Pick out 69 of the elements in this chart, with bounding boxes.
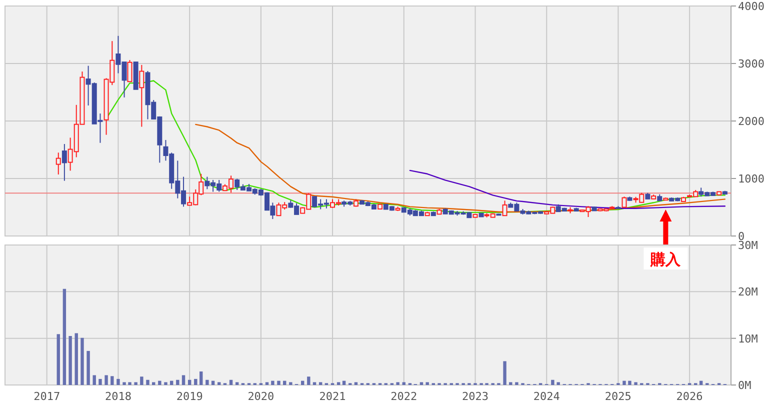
bar (116, 378, 120, 385)
bar (318, 382, 322, 385)
bar (56, 334, 60, 385)
bar (206, 380, 209, 385)
y-tick-label: 3000 (738, 58, 764, 70)
bar (74, 333, 78, 385)
bar (194, 378, 198, 385)
x-tick-label: 2023 (462, 390, 488, 403)
bar (420, 382, 424, 385)
x-tick-label: 2018 (104, 390, 132, 403)
bar (426, 382, 429, 385)
bar (312, 382, 316, 385)
bar (218, 382, 221, 385)
y-tick-label: 30M (738, 239, 758, 252)
x-tick-label: 2021 (319, 390, 346, 403)
bar (235, 382, 239, 385)
bar (158, 380, 162, 385)
bar (122, 382, 126, 385)
bar (551, 380, 554, 385)
bar (128, 382, 132, 385)
bar (634, 382, 638, 385)
bar (86, 350, 90, 385)
bar (200, 371, 203, 385)
bar (229, 380, 233, 385)
bar (509, 382, 512, 385)
y-tick-label: 0M (738, 379, 752, 392)
bar (182, 375, 186, 385)
bar (336, 382, 340, 385)
y-tick-label: 2000 (738, 115, 764, 128)
bar (503, 361, 506, 385)
y-tick-label: 1000 (738, 172, 764, 186)
line-series (409, 170, 726, 209)
bar (396, 382, 400, 385)
bar (110, 376, 114, 385)
x-tick-label: 2017 (34, 390, 60, 403)
bar (140, 376, 144, 385)
bar (556, 382, 560, 385)
y-tick-label: 10M (738, 332, 758, 346)
bar (628, 380, 632, 385)
bar (164, 382, 168, 385)
bar (289, 382, 292, 385)
bar (146, 380, 150, 385)
bar (176, 380, 180, 385)
bar (622, 380, 626, 385)
bar (68, 336, 72, 385)
bar (307, 376, 310, 385)
bar (402, 382, 406, 385)
bar (134, 382, 138, 385)
x-tick-label: 2026 (676, 390, 703, 403)
bar (80, 338, 84, 385)
bar (354, 382, 358, 385)
bar (92, 375, 96, 385)
bar (515, 382, 518, 385)
bar (152, 382, 156, 385)
x-tick-label: 2020 (248, 390, 274, 403)
bar (104, 375, 108, 385)
bar (62, 288, 66, 385)
x-tick-label: 2024 (533, 390, 560, 403)
y-tick-label: 4000 (738, 0, 764, 13)
x-tick-label: 2022 (390, 390, 418, 403)
bar (271, 380, 274, 385)
annotation: 購入 (650, 250, 682, 269)
y-tick-label: 20M (738, 286, 758, 299)
bar (265, 382, 269, 385)
bar (277, 380, 280, 385)
bar (188, 380, 192, 385)
bar (98, 378, 102, 385)
x-tick-label: 2019 (176, 390, 203, 403)
x-tick-label: 2025 (604, 390, 632, 403)
